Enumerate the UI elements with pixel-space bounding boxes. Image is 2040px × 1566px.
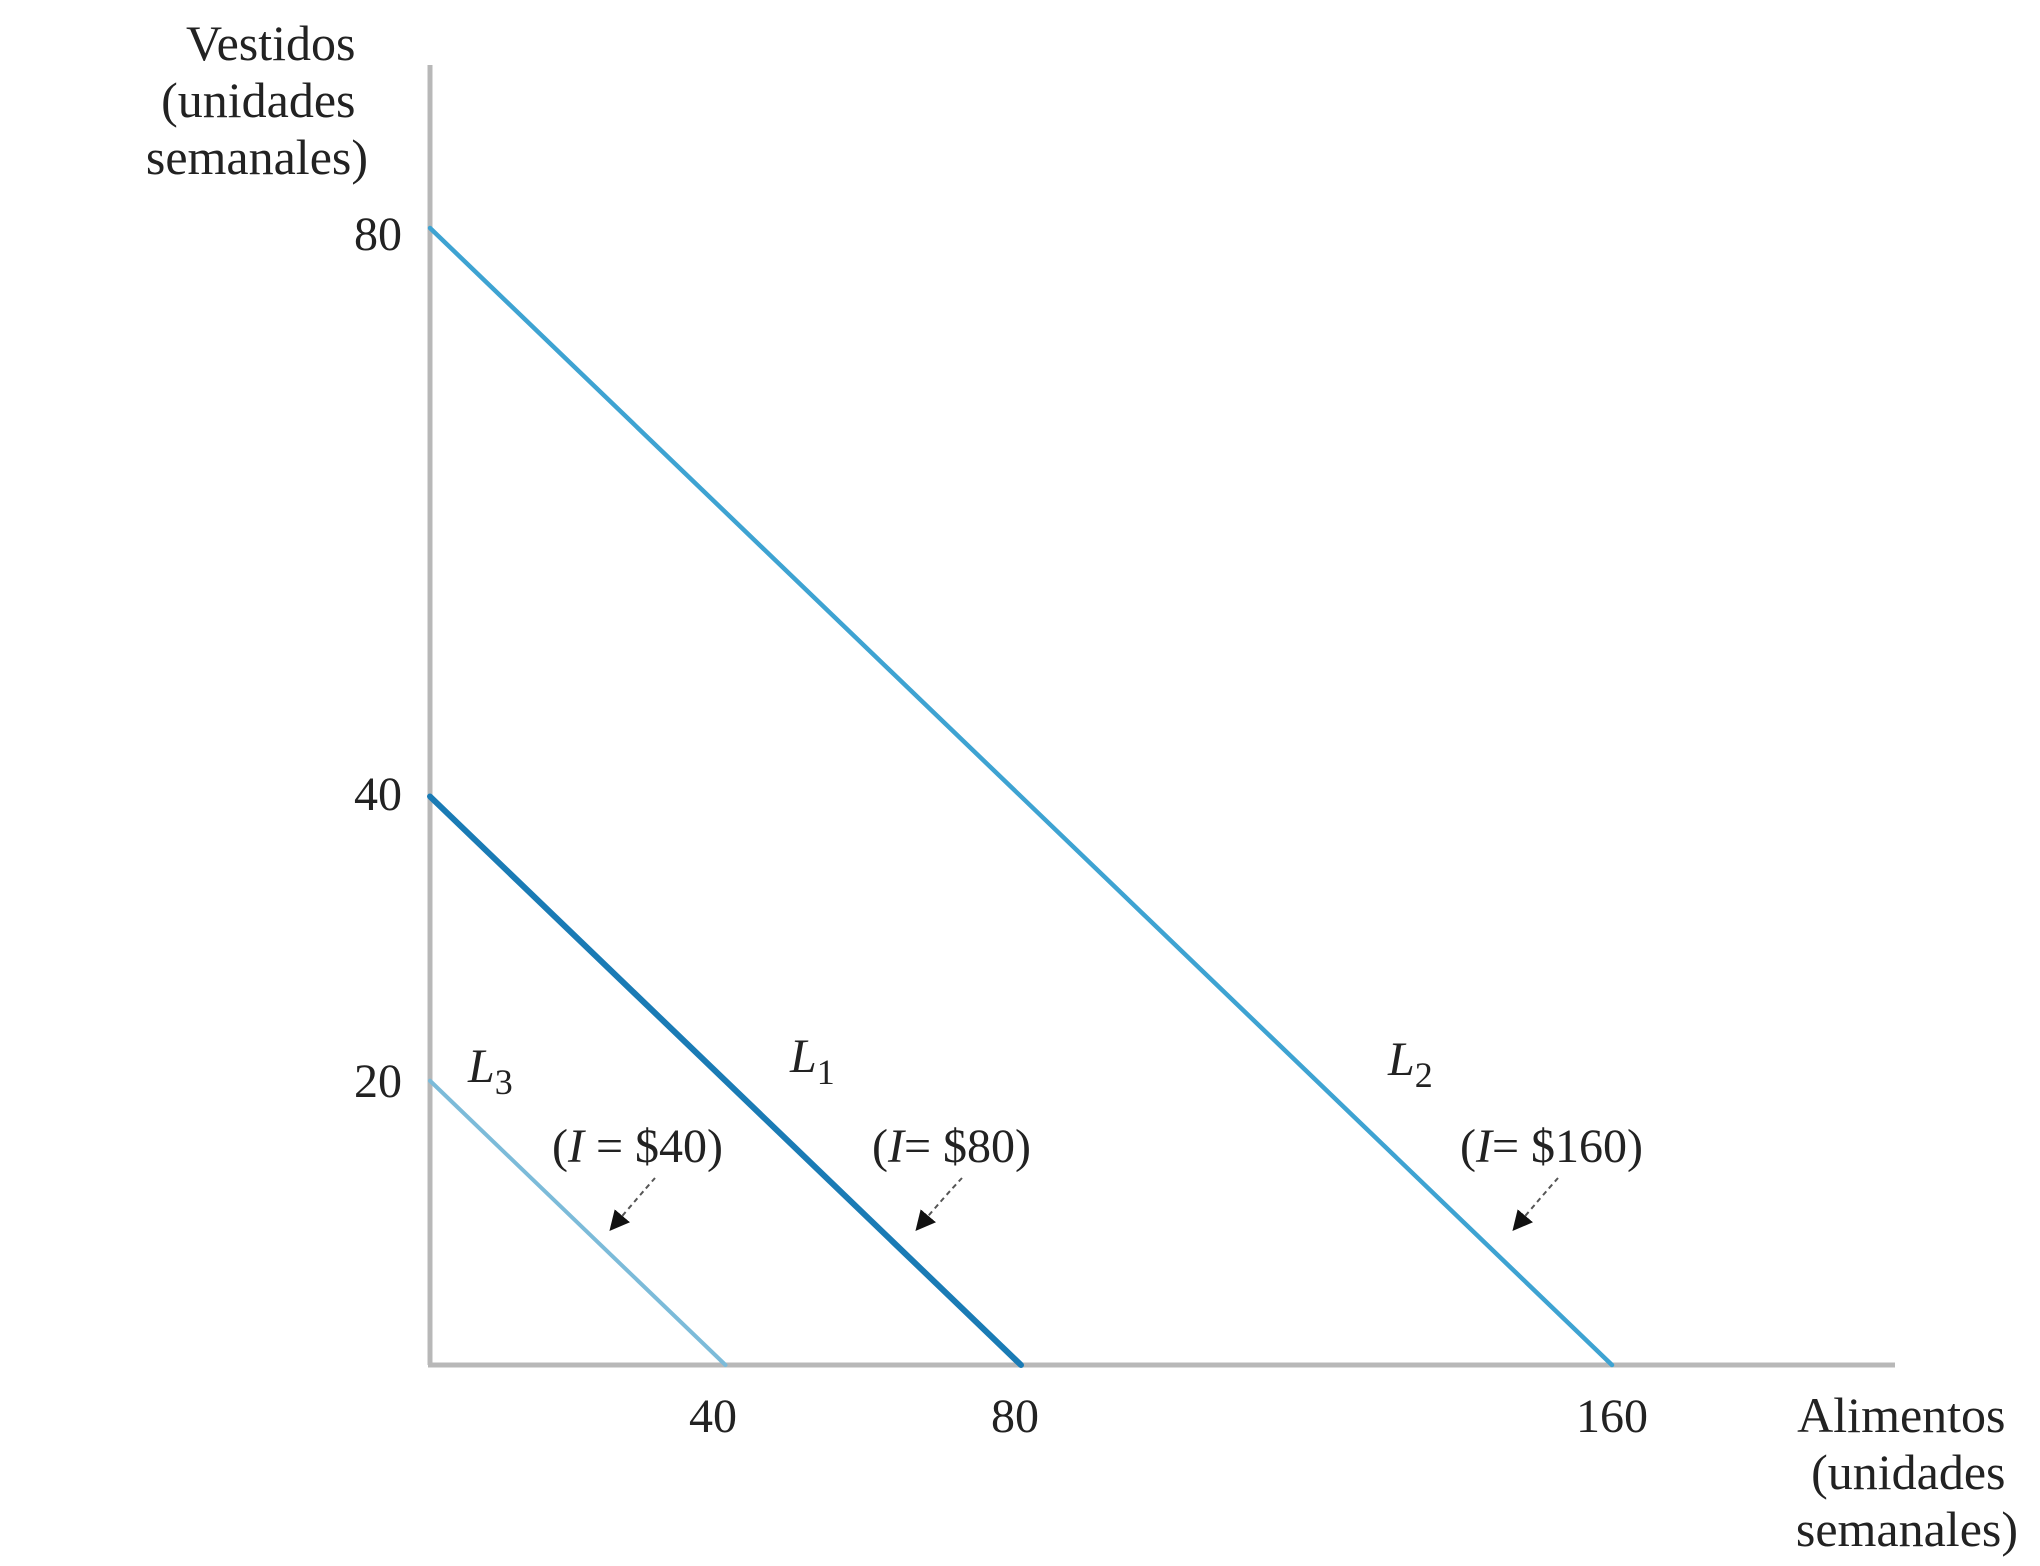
income-annotation-l3-eq: = <box>584 1120 635 1173</box>
annotation-arrow-l2 <box>1512 1177 1559 1232</box>
line-label-l2: L2 <box>1387 1033 1433 1095</box>
line-label-l1-base: L <box>789 1030 817 1083</box>
line-label-l2-base: L <box>1387 1033 1415 1086</box>
line-label-l1-sub: 1 <box>817 1052 835 1092</box>
income-annotation-l1-value: $80) <box>943 1120 1031 1173</box>
y-tick-40: 40 <box>354 768 402 821</box>
income-annotation-l2-value: $160) <box>1531 1120 1643 1173</box>
line-label-l3-sub: 3 <box>495 1062 513 1102</box>
income-annotation-l2: (I= $160) <box>1460 1120 1643 1173</box>
budget-line-l2 <box>427 225 1615 1368</box>
income-annotation-l3: (I = $40) <box>552 1120 723 1173</box>
x-axis-label-line-2: (unidades <box>1811 1444 2005 1500</box>
y-axis-label-line-2: (unidades <box>161 72 355 128</box>
line-label-l3: L3 <box>467 1040 513 1102</box>
y-tick-80: 80 <box>354 208 402 261</box>
line-label-l2-sub: 2 <box>1415 1055 1433 1095</box>
budget-line-l3 <box>428 1078 728 1367</box>
income-annotation-l1-prefix: ( <box>872 1120 888 1173</box>
y-axis-label-line-1: Vestidos <box>186 15 355 71</box>
x-tick-80: 80 <box>991 1390 1039 1443</box>
y-tick-20: 20 <box>354 1055 402 1108</box>
budget-line-l1 <box>427 793 1024 1368</box>
line-label-l1: L1 <box>789 1030 835 1092</box>
income-annotation-l2-i: I <box>1475 1120 1494 1173</box>
x-axis-label: Alimentos (unidades semanales) <box>1796 1387 2018 1557</box>
income-annotation-l2-eq: = <box>1492 1120 1531 1173</box>
x-axis-label-line-3: semanales) <box>1796 1501 2018 1557</box>
income-annotation-l3-i: I <box>567 1120 586 1173</box>
annotation-arrow-l1 <box>915 1177 963 1232</box>
income-annotation-l3-prefix: ( <box>552 1120 568 1173</box>
y-axis-label: Vestidos (unidades semanales) <box>146 15 368 185</box>
x-axis-label-line-1: Alimentos <box>1797 1387 2005 1443</box>
income-annotation-l2-prefix: ( <box>1460 1120 1476 1173</box>
x-tick-40: 40 <box>689 1390 737 1443</box>
income-annotation-l3-value: $40) <box>635 1120 723 1173</box>
x-tick-160: 160 <box>1576 1390 1648 1443</box>
annotation-arrow-l3 <box>609 1177 656 1232</box>
income-annotation-l1-eq: = <box>904 1120 943 1173</box>
income-annotation-l1-i: I <box>887 1120 906 1173</box>
income-annotation-l1: (I= $80) <box>872 1120 1031 1173</box>
line-label-l3-base: L <box>467 1040 495 1093</box>
y-axis-label-line-3: semanales) <box>146 129 368 185</box>
